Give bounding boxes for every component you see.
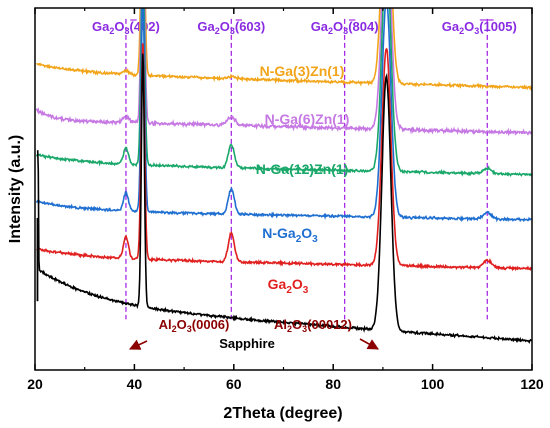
series-line-sapphire [36, 53, 532, 344]
annotations: Al2O3(0006) Al2O3(00012) [128, 317, 379, 350]
reference-line-label: Ga2O3(804) [311, 19, 379, 36]
series-line-n-ga2o3 [35, 8, 532, 223]
reference-lines: Ga2O3(402) Ga2O3(603) Ga2O3(804) Ga2O3(1005… [92, 18, 517, 320]
series-curves [35, 8, 532, 344]
x-tick-label: 120 [520, 376, 544, 392]
x-tick-label: 60 [226, 376, 242, 392]
x-tick-label: 40 [127, 376, 143, 392]
series-line-ga2o3 [35, 43, 532, 272]
reference-line-label: Ga2O3(1005) [442, 19, 517, 36]
annotation-arrow [359, 338, 379, 350]
x-tick-label: 80 [325, 376, 341, 392]
series-label: N-Ga(12)Zn(1) [256, 161, 349, 177]
sapphire-label: Sapphire [219, 336, 275, 351]
x-tick-label: 100 [421, 376, 445, 392]
series-label: Ga2O3 [268, 276, 309, 296]
series-label: N-Ga(3)Zn(1) [260, 63, 345, 79]
series-label: N-Ga(6)Zn(1) [265, 111, 350, 127]
annotation-label: Al2O3(0006) [159, 317, 230, 334]
series-line-n-ga-6-zn-1- [35, 8, 532, 137]
series-labels: N-Ga(3)Zn(1) N-Ga(6)Zn(1) N-Ga(12)Zn(1) N-G… [256, 63, 350, 296]
x-tick-label: 20 [27, 376, 43, 392]
annotation-arrow [128, 339, 148, 350]
plot-area: Ga2O3(402) Ga2O3(603) Ga2O3(804) Ga2O3(1005… [35, 8, 532, 351]
x-axis-title: 2Theta (degree) [223, 405, 342, 422]
reference-line-label: Ga2O3(603) [197, 19, 265, 36]
series-label: N-Ga2O3 [262, 225, 318, 245]
axes: 20 40 60 80 100 120 [27, 7, 544, 392]
series-line-n-ga-3-zn-1- [36, 8, 532, 91]
series-line-n-ga-12-zn-1- [35, 8, 532, 178]
annotation-label: Al2O3(00012) [274, 317, 352, 334]
y-axis-title: Intensity (a.u.) [7, 135, 24, 243]
